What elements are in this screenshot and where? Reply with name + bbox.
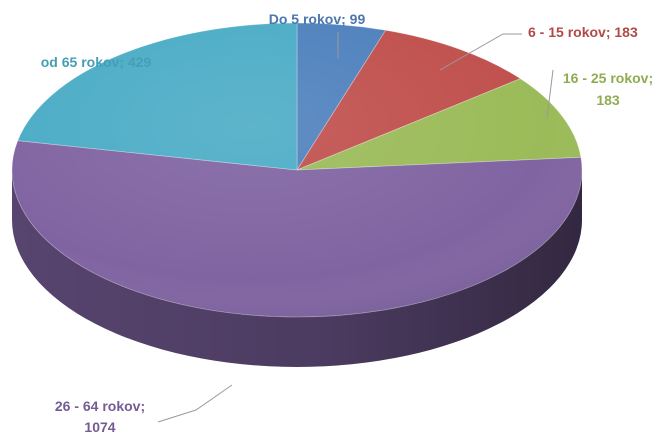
pie-side-shade-3: [12, 170, 582, 367]
leader-lines: [157, 32, 554, 423]
data-label-4-0: od 65 rokov; 429: [41, 54, 152, 70]
data-labels: Do 5 rokov; 99 6 - 15 rokov; 183 16 - 25 r…: [41, 11, 653, 435]
data-label-1-0: 6 - 15 rokov; 183: [528, 24, 638, 40]
data-label-0-0: Do 5 rokov; 99: [269, 11, 366, 27]
data-label-2-1: 183: [596, 92, 620, 108]
data-label-3-0: 26 - 64 rokov;: [55, 398, 145, 414]
pie-sides: [12, 170, 582, 367]
data-label-2-0: 16 - 25 rokov;: [563, 70, 653, 86]
data-label-3-1: 1074: [84, 419, 115, 435]
pie-tops: [11, 22, 583, 318]
pie-top-highlight: [12, 23, 582, 317]
leader-line-1: [439, 33, 522, 71]
leader-line-2: [546, 69, 554, 119]
leader-line-3: [157, 384, 233, 423]
